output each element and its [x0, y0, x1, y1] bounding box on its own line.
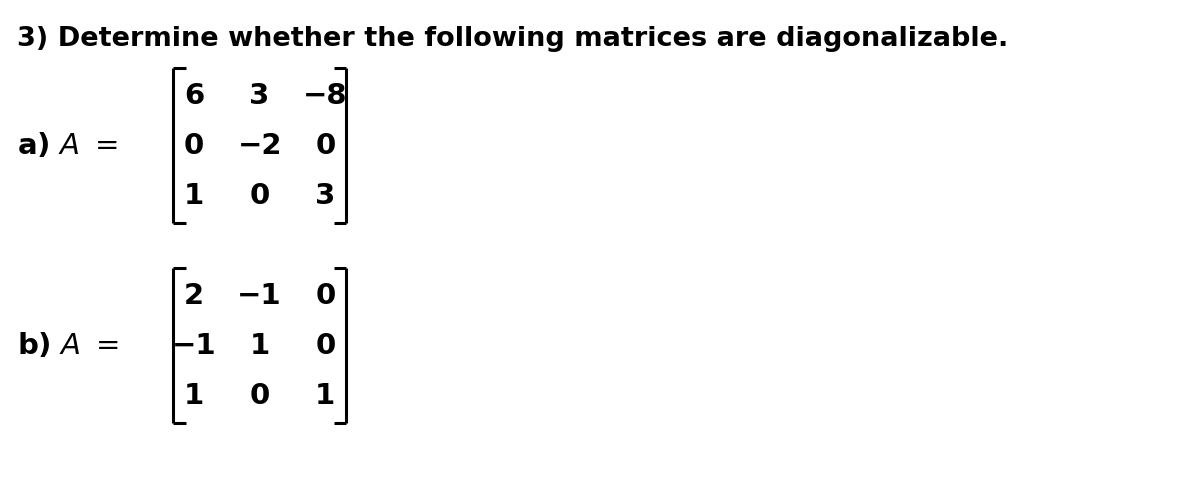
Text: 0: 0 [316, 132, 335, 160]
Text: 3) Determine whether the following matrices are diagonalizable.: 3) Determine whether the following matri… [17, 26, 1008, 52]
Text: $\mathbf{b)}\ \mathit{A}\ =$: $\mathbf{b)}\ \mathit{A}\ =$ [17, 331, 119, 360]
Text: 6: 6 [184, 82, 204, 110]
Text: −2: −2 [238, 132, 282, 160]
Text: −1: −1 [172, 331, 216, 359]
Text: 1: 1 [316, 381, 335, 409]
Text: −8: −8 [304, 82, 348, 110]
Text: 0: 0 [250, 181, 270, 210]
Text: 3: 3 [316, 181, 336, 210]
Text: 0: 0 [316, 331, 335, 359]
Text: $\mathbf{a)}\ \mathit{A}\ =$: $\mathbf{a)}\ \mathit{A}\ =$ [17, 131, 118, 160]
Text: 1: 1 [184, 381, 204, 409]
Text: 3: 3 [250, 82, 270, 110]
Text: 2: 2 [184, 281, 204, 309]
Text: 0: 0 [184, 132, 204, 160]
Text: 1: 1 [250, 331, 270, 359]
Text: 0: 0 [316, 281, 335, 309]
Text: 1: 1 [184, 181, 204, 210]
Text: −1: −1 [238, 281, 282, 309]
Text: 0: 0 [250, 381, 270, 409]
